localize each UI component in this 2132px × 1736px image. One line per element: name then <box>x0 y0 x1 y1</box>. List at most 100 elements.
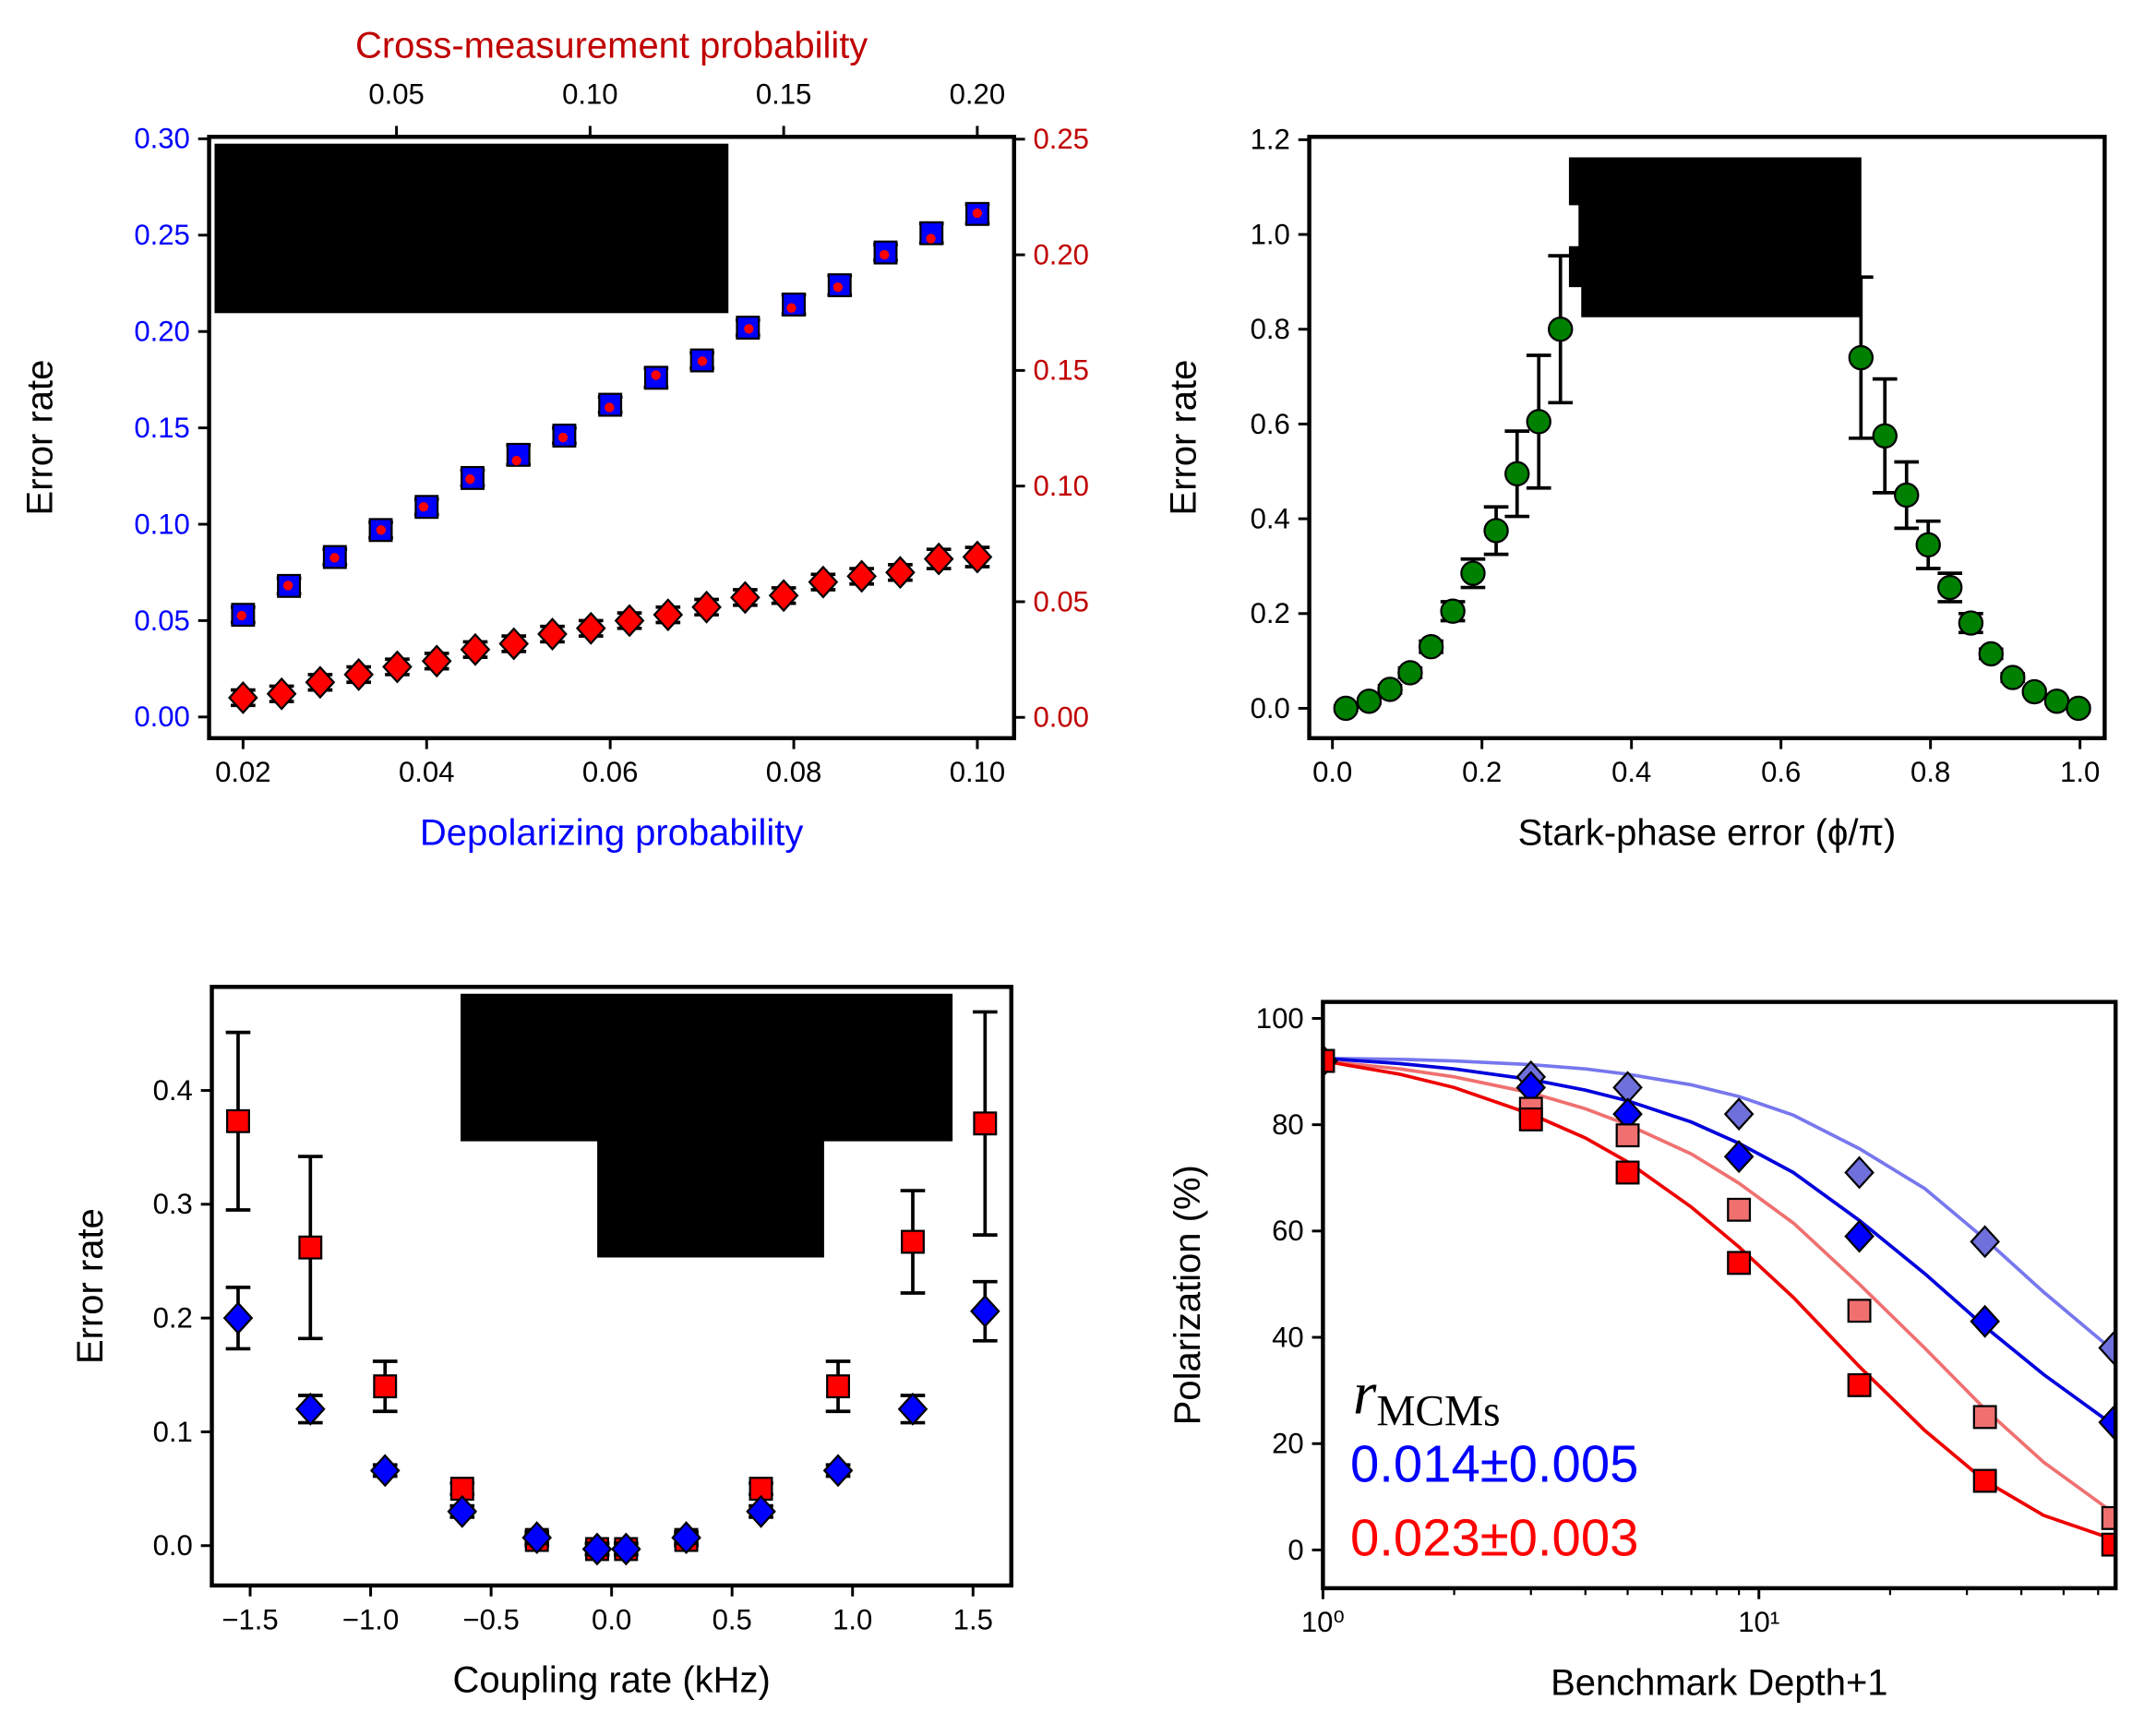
x-tick-label: 0.0 <box>592 1603 631 1635</box>
y-tick-label: 0.00 <box>134 700 190 733</box>
y-tick-label: 0.15 <box>134 412 190 444</box>
annotation-title: rMCMs <box>1353 1360 1501 1435</box>
marker <box>1970 1225 2000 1259</box>
x-axis-label: Depolarizing probability <box>420 812 803 853</box>
marker <box>614 604 645 638</box>
marker <box>691 590 722 624</box>
panel: 0.0 0.2 0.4 0.6 0.8 1.0 0.0 0.2 0.4 0.6 0.8 1.0 1.2 S… <box>1164 124 2107 853</box>
marker <box>972 208 983 219</box>
x-tick-label: 1.0 <box>2060 756 2100 788</box>
x-tick-label: −1.5 <box>222 1603 278 1635</box>
marker <box>744 324 754 334</box>
marker <box>521 1521 553 1555</box>
marker <box>1397 660 1423 686</box>
x-axis-label: Stark-phase error (ϕ/π) <box>1518 812 1897 853</box>
y-tick-label: 0.20 <box>134 316 190 348</box>
y-tick-label: 1.0 <box>1251 218 1290 250</box>
marker <box>228 681 258 714</box>
axes-frame <box>207 135 1016 741</box>
y-tick-label: 0.2 <box>153 1302 193 1335</box>
marker <box>2101 1532 2116 1557</box>
marker <box>373 1374 398 1399</box>
x-axis-label: Benchmark Depth+1 <box>1551 1662 1887 1703</box>
y-tick-label: 0.30 <box>134 123 190 155</box>
marker <box>298 1235 323 1260</box>
marker <box>1894 482 1920 509</box>
marker <box>826 1374 851 1399</box>
marker <box>611 1532 641 1566</box>
marker <box>1723 1097 1755 1131</box>
x-tick-label: 10⁰ <box>1301 1606 1345 1638</box>
annotation: 0.023±0.003 <box>1350 1508 1638 1566</box>
marker <box>1872 423 1898 449</box>
marker <box>1972 1405 1997 1430</box>
marker <box>1848 344 1874 371</box>
marker <box>294 1392 326 1426</box>
y2-tick-label: 0.00 <box>1033 701 1089 734</box>
x2-axis-label: Cross-measurement probability <box>355 25 868 66</box>
x-axis-label: Coupling rate (kHz) <box>452 1659 770 1700</box>
y-axis-label: Error rate <box>1164 360 1204 516</box>
marker <box>2098 1406 2116 1440</box>
marker <box>2043 688 2070 714</box>
x-tick-label: 0.5 <box>713 1603 752 1635</box>
y-tick-label: 0.4 <box>1251 502 1290 534</box>
annotation: 0.014±0.005 <box>1350 1434 1638 1492</box>
y-tick-label: 0.6 <box>1251 408 1290 440</box>
x-tick-label: −0.5 <box>462 1603 519 1635</box>
marker <box>919 221 944 245</box>
marker <box>1440 598 1466 624</box>
panel: 10⁰ 10¹ 0 20 40 60 80 100 Benchmark Depth+1 Polar… <box>1168 1000 2118 1703</box>
annotation-subscript: MCMs <box>1376 1388 1500 1436</box>
panel: −1.5 −1.0 −0.5 0.0 0.5 1.0 1.5 0.0 0.1 0.2 0.3 0.4 C… <box>70 985 1013 1700</box>
marker <box>460 632 491 666</box>
marker <box>730 581 761 615</box>
y2-tick-label: 0.10 <box>1033 470 1089 502</box>
plots: 0.02 0.04 0.06 0.08 0.100.05 0.10 0.15 0.200.00… <box>19 25 2118 1703</box>
plot-area <box>222 1010 1000 1566</box>
x2-tick-label: 0.05 <box>368 78 425 111</box>
marker <box>1972 1468 1997 1493</box>
marker <box>498 627 530 661</box>
y-tick-label: 60 <box>1272 1215 1304 1247</box>
marker <box>1727 1251 1752 1275</box>
x-tick-label: 0.02 <box>215 756 271 788</box>
x2-tick-label: 0.10 <box>562 78 618 111</box>
y2-tick-label: 0.25 <box>1033 123 1089 155</box>
marker <box>926 233 936 244</box>
marker <box>671 1521 701 1555</box>
marker <box>1723 1140 1755 1174</box>
y-tick-label: 0 <box>1288 1534 1303 1566</box>
fit-line <box>1323 1056 2114 1352</box>
y-tick-label: 0.05 <box>134 605 190 637</box>
marker <box>369 1454 401 1488</box>
marker <box>343 657 374 691</box>
marker <box>1483 518 1509 544</box>
y2-tick-label: 0.15 <box>1033 354 1089 387</box>
marker <box>418 502 429 512</box>
marker <box>2101 1505 2116 1530</box>
marker <box>1548 317 1574 342</box>
marker <box>651 370 661 380</box>
marker <box>973 1111 998 1136</box>
plot-area <box>228 201 993 714</box>
marker <box>768 579 799 613</box>
x-tick-label: 10¹ <box>1738 1606 1779 1638</box>
plot-area <box>1323 1044 2116 1557</box>
marker <box>897 1392 928 1426</box>
marker <box>1727 1197 1752 1222</box>
x-tick-label: 0.2 <box>1462 756 1502 788</box>
y2-tick-label: 0.05 <box>1033 585 1089 617</box>
marker <box>1460 560 1486 586</box>
marker <box>537 617 568 652</box>
y-tick-label: 0.8 <box>1251 313 1290 345</box>
marker <box>808 565 839 599</box>
marker <box>1518 1107 1543 1131</box>
y-axis-label: Error rate <box>70 1208 111 1364</box>
axes-frame <box>1321 1000 2118 1591</box>
marker <box>962 540 993 574</box>
marker <box>1844 1155 1874 1190</box>
x-tick-label: 0.08 <box>766 756 822 788</box>
marker <box>1333 695 1359 722</box>
plot-area <box>1333 254 2091 722</box>
